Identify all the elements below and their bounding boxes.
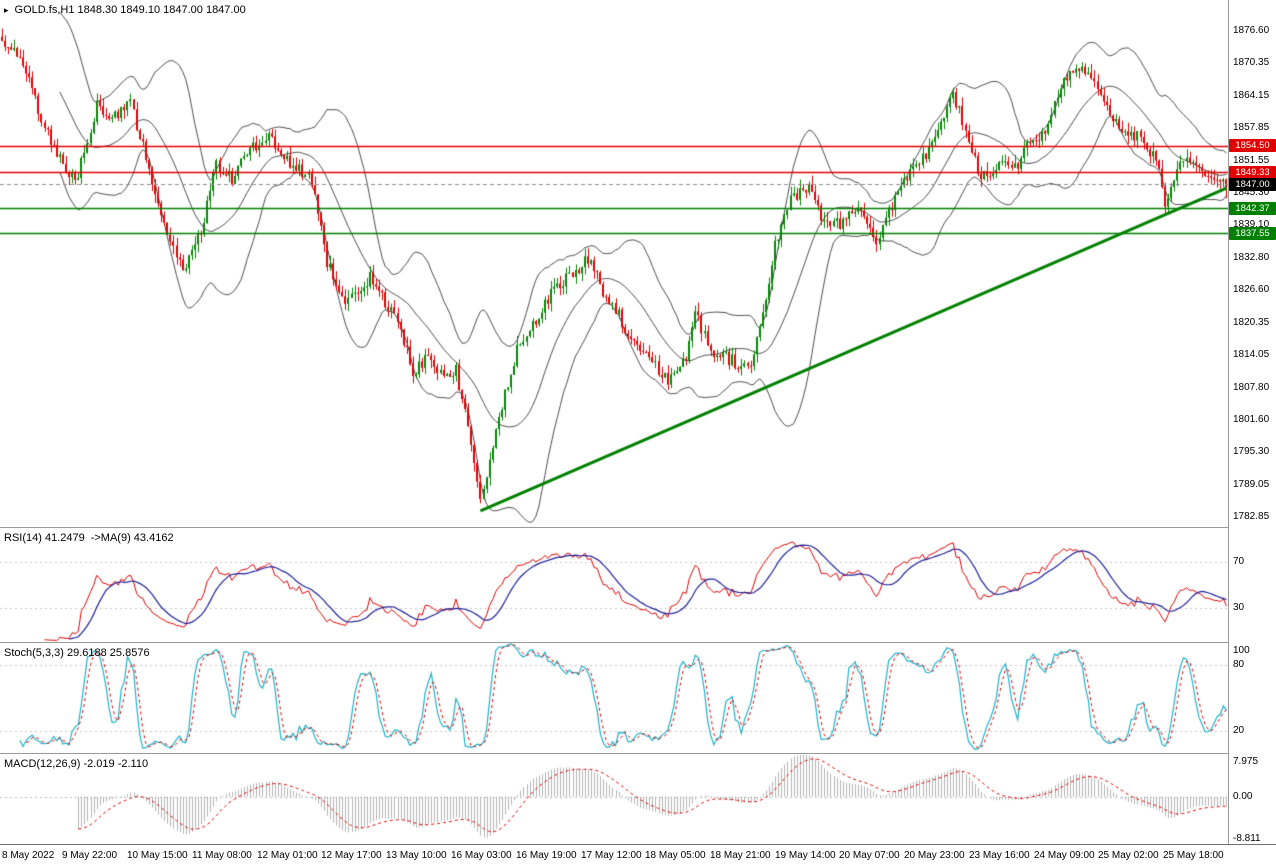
symbol-marker-icon: ▸ xyxy=(4,5,9,15)
rsi-tick-label: 70 xyxy=(1233,556,1245,568)
price-level-badge: 1837.55 xyxy=(1229,226,1276,240)
time-tick-label: 12 May 01:00 xyxy=(257,850,318,861)
price-tick-label: 1832.80 xyxy=(1233,252,1270,264)
time-axis[interactable]: 8 May 2022 9 May 22:00 10 May 15:00 11 May … xyxy=(0,846,1276,867)
stochastic-indicator-chart[interactable] xyxy=(0,643,1228,753)
price-tick-label: 1814.05 xyxy=(1233,349,1270,361)
price-tick-label: 1820.35 xyxy=(1233,316,1270,328)
macd-tick-label: -8.811 xyxy=(1233,833,1261,844)
rsi-indicator-chart[interactable] xyxy=(0,528,1228,642)
time-tick-label: 18 May 05:00 xyxy=(645,850,706,861)
time-axis-separator xyxy=(0,844,1276,845)
time-tick-label: 19 May 14:00 xyxy=(775,850,836,861)
rsi-tick-label: 30 xyxy=(1233,601,1245,613)
time-tick-label: 16 May 19:00 xyxy=(516,850,577,861)
time-tick-label: 11 May 08:00 xyxy=(192,850,252,861)
time-tick-label: 20 May 23:00 xyxy=(904,850,965,861)
price-tick-label: 1826.60 xyxy=(1233,284,1270,296)
panel-separator[interactable] xyxy=(0,527,1276,528)
price-tick-label: 1782.85 xyxy=(1233,510,1270,522)
time-tick-label: 16 May 03:00 xyxy=(451,850,512,861)
price-axis[interactable]: 1876.60 1870.35 1864.15 1857.85 1851.55 1845.… xyxy=(1229,0,1276,844)
time-tick-label: 9 May 22:00 xyxy=(62,850,118,861)
symbol-ohlc-label: GOLD.fs,H1 1848.30 1849.10 1847.00 1847.… xyxy=(14,4,246,16)
macd-tick-label: 7.975 xyxy=(1233,756,1259,767)
price-tick-label: 1801.60 xyxy=(1233,413,1270,425)
time-tick-label: 23 May 16:00 xyxy=(969,850,1030,861)
price-tick-label: 1795.30 xyxy=(1233,446,1270,458)
price-level-badge: 1847.00 xyxy=(1229,177,1276,191)
time-tick-label: 8 May 2022 xyxy=(2,850,55,861)
rsi-ma-label: ->MA(9) 43.4162 xyxy=(90,532,174,544)
stoch-tick-label: 80 xyxy=(1233,659,1245,670)
stoch-tick-label: 100 xyxy=(1233,645,1250,656)
price-tick-label: 1789.05 xyxy=(1233,478,1270,490)
price-tick-label: 1851.55 xyxy=(1233,154,1270,166)
price-tick-label: 1876.60 xyxy=(1233,25,1270,37)
macd-indicator-chart[interactable] xyxy=(0,754,1228,844)
time-tick-label: 20 May 07:00 xyxy=(839,850,900,861)
price-tick-label: 1870.35 xyxy=(1233,57,1270,69)
time-tick-label: 24 May 09:00 xyxy=(1034,850,1095,861)
rsi-legend: RSI(14) 41.2479 ->MA(9) 43.4162 xyxy=(4,532,174,544)
time-tick-label: 17 May 12:00 xyxy=(581,850,642,861)
time-tick-label: 13 May 10:00 xyxy=(386,850,447,861)
time-tick-label: 25 May 18:00 xyxy=(1163,850,1224,861)
price-axis-border xyxy=(1228,0,1229,844)
panel-separator[interactable] xyxy=(0,753,1276,754)
price-tick-label: 1864.15 xyxy=(1233,89,1270,101)
rsi-label: RSI(14) 41.2479 xyxy=(4,532,85,544)
main-price-chart[interactable] xyxy=(0,0,1228,527)
macd-legend: MACD(12,26,9) -2.019 -2.110 xyxy=(4,758,148,770)
macd-tick-label: 0.00 xyxy=(1233,790,1253,802)
panel-separator[interactable] xyxy=(0,642,1276,643)
stoch-tick-label: 20 xyxy=(1233,725,1245,736)
price-level-badge: 1849.33 xyxy=(1229,165,1276,179)
macd-label: MACD(12,26,9) -2.019 -2.110 xyxy=(4,758,149,770)
time-tick-label: 25 May 02:00 xyxy=(1098,850,1159,861)
price-level-badge: 1842.37 xyxy=(1229,201,1276,215)
stoch-label: Stoch(5,3,3) 29.6188 25.8576 xyxy=(4,647,150,659)
price-tick-label: 1857.85 xyxy=(1233,122,1270,134)
price-tick-label: 1845.30 xyxy=(1233,187,1270,199)
time-tick-label: 10 May 15:00 xyxy=(127,850,188,861)
price-tick-label: 1807.80 xyxy=(1233,381,1270,393)
symbol-legend: ▸ GOLD.fs,H1 1848.30 1849.10 1847.00 184… xyxy=(4,4,246,17)
time-tick-label: 18 May 21:00 xyxy=(710,850,771,861)
time-tick-label: 12 May 17:00 xyxy=(321,850,382,861)
price-tick-label: 1839.10 xyxy=(1233,219,1270,231)
price-level-badge: 1854.50 xyxy=(1229,139,1276,153)
stochastic-legend: Stoch(5,3,3) 29.6188 25.8576 xyxy=(4,647,150,659)
